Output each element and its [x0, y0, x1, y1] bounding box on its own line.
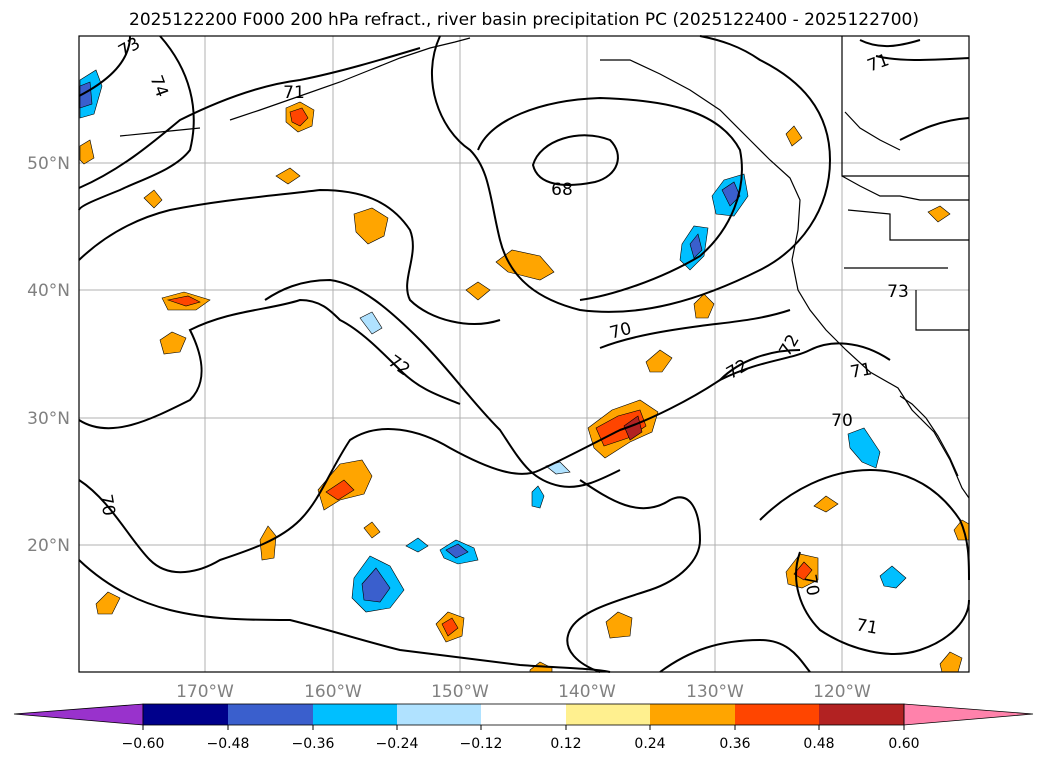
anomaly-patch	[166, 295, 201, 307]
colorbar-tick-label: −0.24	[376, 736, 419, 752]
anomaly-patch	[159, 331, 187, 355]
anomaly-patch	[495, 249, 555, 281]
contour-label: 71	[283, 83, 305, 103]
colorbar-tick-label: 0.48	[803, 736, 834, 752]
anomaly-patch	[259, 525, 277, 561]
contour-label: 71	[849, 359, 874, 382]
colorbar-bin	[481, 704, 566, 725]
anomaly-patch	[445, 543, 469, 559]
contour-label: 70	[95, 493, 118, 518]
colorbar-bin	[228, 704, 313, 725]
anomaly-patch	[785, 125, 803, 147]
anomaly-patch	[531, 485, 545, 509]
colorbar-outline	[142, 703, 905, 726]
anomaly-patch	[645, 349, 673, 373]
anomaly-patch	[289, 107, 309, 127]
coastlines	[119, 36, 970, 499]
anomaly-patch	[363, 521, 381, 539]
anomaly-patch	[605, 611, 633, 639]
colorbar-bin	[143, 704, 228, 725]
lat-label: 40°N	[27, 281, 70, 301]
colorbar-bin	[650, 704, 735, 725]
colorbar-tick-label: 0.12	[550, 736, 581, 752]
contour-label: 70	[799, 573, 822, 598]
lon-label: 140°W	[558, 682, 616, 702]
lon-label: 170°W	[176, 682, 234, 702]
colorbar-tick-label: −0.48	[207, 736, 250, 752]
anomaly-patch	[939, 651, 963, 673]
colorbar-bin	[566, 704, 650, 725]
map-frame: 73 74 71 71 68 72 70 72 72 73 71 70 70 7…	[78, 34, 970, 673]
anomaly-patch	[405, 537, 429, 553]
anomaly-patch	[721, 181, 741, 207]
anomaly-patch	[95, 591, 121, 615]
anomaly-patch	[847, 427, 881, 469]
anomaly-patch	[143, 189, 163, 209]
lon-label: 150°W	[431, 682, 489, 702]
anomaly-patch	[79, 139, 95, 165]
colorbar-bin	[397, 704, 481, 725]
anomaly-patch	[879, 565, 907, 589]
colorbar-ticks	[142, 725, 905, 730]
colorbar-tick-label: 0.24	[634, 736, 665, 752]
anomaly-patch	[623, 415, 643, 441]
longitude-labels: 170°W 160°W 150°W 140°W 130°W 120°W	[176, 682, 871, 702]
colorbar-tick-label: 0.60	[888, 736, 919, 752]
colorbar-tick-label: 0.36	[719, 736, 750, 752]
anomaly-patch	[465, 281, 491, 301]
colorbar-extend-max	[903, 703, 1034, 726]
anomaly-patch	[79, 81, 93, 109]
contour-label: 70	[831, 411, 853, 431]
figure-title: 2025122200 F000 200 hPa refract., river …	[129, 10, 919, 30]
anomaly-patch	[813, 495, 839, 513]
lon-label: 120°W	[813, 682, 871, 702]
colorbar-tick-label: −0.60	[122, 736, 165, 752]
lat-label: 30°N	[27, 409, 70, 429]
contour-label: 71	[854, 615, 879, 638]
latitude-labels: 50°N 40°N 30°N 20°N	[27, 154, 70, 556]
colorbar-bin	[735, 704, 819, 725]
colorbar-tick-label: −0.12	[460, 736, 503, 752]
anomaly-patch	[359, 311, 383, 335]
colorbar-bin	[819, 704, 904, 725]
anomaly-patch	[275, 167, 301, 185]
lon-label: 130°W	[686, 682, 744, 702]
anomaly-patch	[793, 561, 813, 581]
anomaly-patch	[927, 205, 951, 223]
colorbar-tick-label: −0.36	[292, 736, 335, 752]
anomaly-patch	[441, 617, 459, 637]
map-border	[78, 35, 970, 673]
anomaly-patch	[353, 207, 389, 245]
colorbar: −0.60 −0.48 −0.36 −0.24 −0.12 0.12 0.24 …	[13, 703, 1034, 752]
anomaly-patch	[361, 567, 391, 603]
anomaly-patch	[689, 233, 703, 259]
anomaly-patch	[325, 479, 355, 501]
contour-label: 73	[887, 282, 909, 302]
colorbar-bin	[313, 704, 397, 725]
refractivity-contours	[78, 35, 970, 673]
colorbar-extend-min	[13, 703, 144, 726]
lon-label: 160°W	[304, 682, 362, 702]
contour-label: 68	[551, 180, 573, 200]
lat-label: 20°N	[27, 536, 70, 556]
lat-label: 50°N	[27, 154, 70, 174]
